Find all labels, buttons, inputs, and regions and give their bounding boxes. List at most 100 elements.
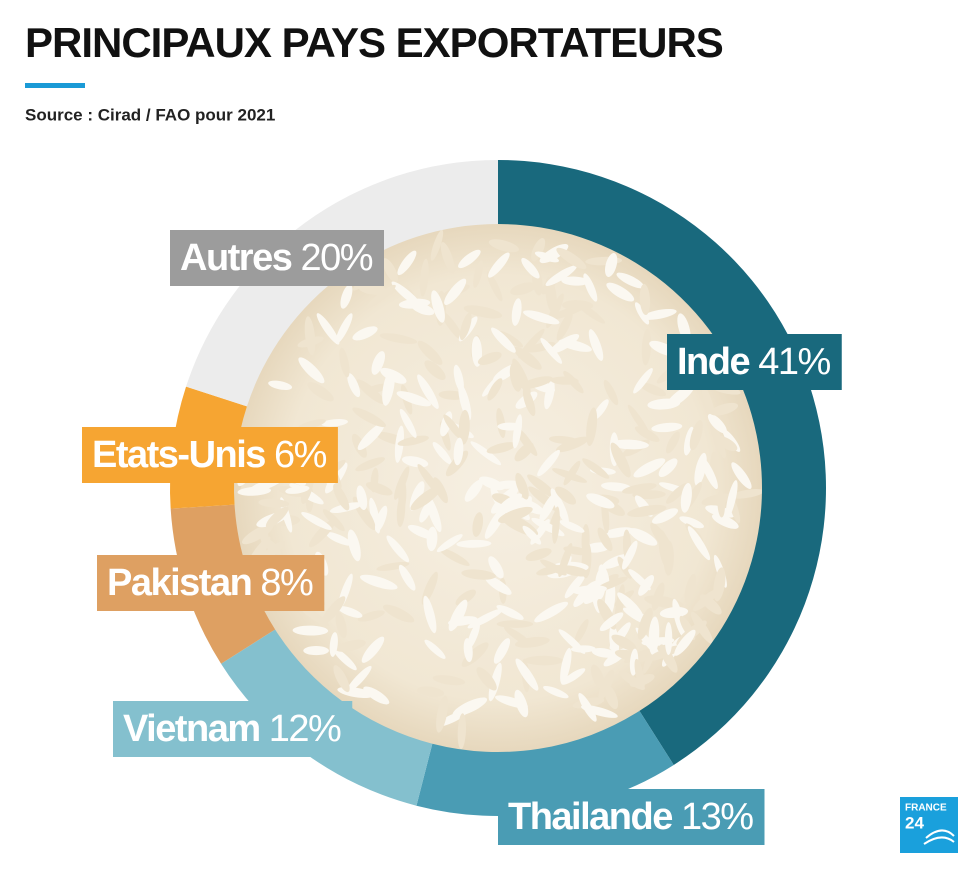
rice-grain — [603, 684, 619, 710]
donut-segment — [498, 160, 826, 765]
rice-grain — [394, 466, 410, 500]
rice-grain — [241, 524, 274, 545]
rice-grain — [366, 284, 396, 309]
rice-grain — [593, 399, 609, 420]
rice-grain — [301, 511, 332, 530]
rice-grain — [488, 556, 504, 579]
rice-grain — [382, 604, 415, 623]
rice-grain — [357, 422, 385, 451]
rice-grain — [496, 407, 506, 439]
rice-grain — [374, 505, 388, 532]
rice-grain — [376, 561, 410, 571]
rice-grain — [628, 528, 658, 546]
category-name: Pakistan — [107, 562, 251, 604]
rice-grain — [672, 598, 685, 637]
rice-grain — [520, 376, 553, 389]
rice-grain — [337, 606, 363, 618]
rice-grain — [610, 442, 631, 478]
rice-grain — [476, 667, 497, 691]
rice-grain — [633, 368, 653, 394]
rice-grain — [438, 547, 470, 567]
rice-grain — [487, 378, 503, 401]
rice-grain — [396, 391, 432, 407]
rice-grain — [285, 485, 310, 494]
rice-grain — [347, 529, 361, 562]
rice-grain — [560, 647, 572, 685]
rice-grain — [397, 250, 417, 276]
rice-grain — [436, 534, 463, 553]
rice-grain — [426, 526, 438, 552]
label-text: Etats-Unis 6% — [92, 434, 327, 476]
label-text: Inde 41% — [677, 341, 830, 383]
category-name: Inde — [677, 341, 749, 383]
rice-grain — [463, 305, 503, 319]
rice-grain — [361, 636, 385, 663]
rice-grain — [401, 456, 429, 468]
rice-grain — [730, 489, 764, 499]
rice-grain — [397, 435, 429, 446]
rice-grain — [379, 333, 418, 344]
rice-grain — [543, 685, 569, 699]
rice-grain — [329, 632, 338, 657]
rice-grain — [417, 464, 442, 496]
rice-grain — [711, 513, 739, 529]
rice-grain — [477, 351, 502, 365]
label-text: Pakistan 8% — [107, 562, 313, 604]
rice-grain — [325, 532, 352, 546]
rice-grain — [455, 589, 477, 606]
rice-grain — [518, 328, 545, 359]
rice-grain — [652, 508, 679, 524]
labels: Inde 41% Thailande 13% Vietnam 12% Pakistan… — [82, 230, 842, 845]
rice-grain — [448, 599, 468, 632]
rice-grain — [382, 258, 399, 283]
rice-grain — [355, 457, 385, 472]
rice-grain — [665, 431, 680, 454]
rice-grain — [496, 605, 524, 620]
rice-grain — [552, 506, 560, 544]
rice-grain — [493, 638, 511, 664]
rice-grain — [356, 485, 368, 511]
logo: FRANCE 24 — [900, 797, 958, 853]
rice-grain — [627, 504, 667, 517]
chart-title: PRINCIPAUX PAYS EXPORTATEURS — [25, 19, 723, 66]
rice-grain — [258, 498, 290, 508]
rice-grain — [555, 486, 577, 505]
rice-grain — [641, 308, 677, 320]
rice-grain — [622, 540, 638, 570]
rice-grain — [432, 441, 452, 465]
rice-grain — [410, 485, 442, 511]
rice-grain — [496, 620, 534, 628]
label-text: Vietnam 12% — [123, 708, 341, 750]
label-box — [82, 427, 338, 483]
rice-grain — [425, 494, 442, 533]
rice-grain — [436, 695, 448, 733]
label: Vietnam 12% — [113, 701, 353, 757]
rice-grain — [679, 516, 704, 529]
rice-grain — [498, 330, 524, 348]
value-label: 41% — [758, 341, 830, 383]
rice-grain — [321, 596, 346, 625]
rice-grain — [335, 639, 366, 652]
rice-grain — [498, 506, 533, 524]
rice-grain — [527, 474, 557, 499]
rice-grain — [464, 479, 483, 502]
label: Inde 41% — [667, 334, 842, 390]
rice-grain — [472, 512, 484, 537]
rice-grain — [371, 351, 386, 375]
rice-grain — [495, 695, 528, 709]
rice-grain — [640, 382, 667, 397]
label-box — [170, 230, 384, 286]
label-text: Autres 20% — [180, 237, 373, 279]
rice-grain — [600, 482, 632, 492]
rice-grain — [674, 629, 696, 656]
rice-grain — [713, 567, 726, 602]
donut-segment — [186, 160, 498, 407]
rice-grain — [443, 414, 464, 440]
rice-grain — [467, 608, 503, 629]
rice-grain — [537, 449, 560, 477]
rice-grain — [586, 407, 598, 447]
rice-grain — [441, 311, 464, 341]
rice-grain — [268, 380, 293, 390]
title-accent — [25, 83, 85, 88]
rice-grain — [346, 665, 372, 693]
